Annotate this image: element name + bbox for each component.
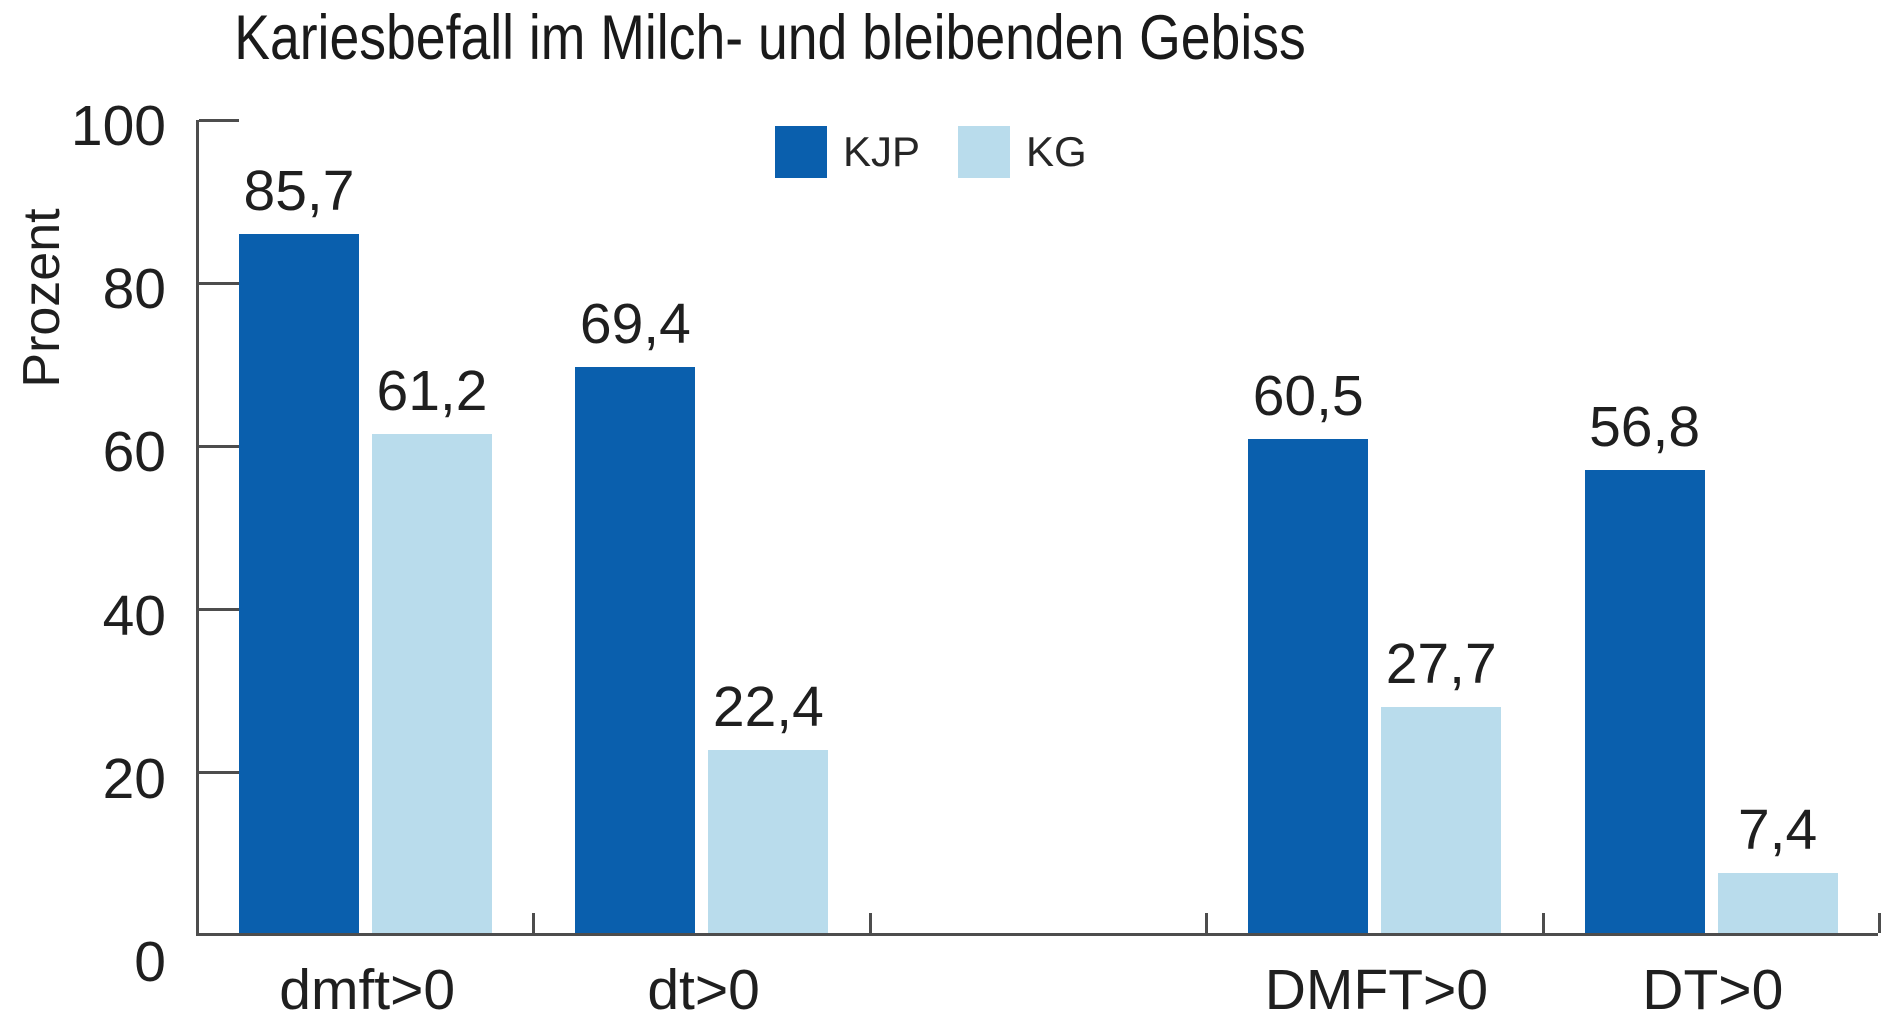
legend-item-kg: KG: [958, 126, 1087, 178]
bar-kg-DT-gt-0: [1717, 872, 1838, 933]
value-label-kg-dt-gt-0: 22,4: [712, 675, 824, 740]
x-tick-3: [1205, 913, 1208, 933]
y-tick-label-0: 0: [134, 930, 166, 994]
y-tick-label-40: 40: [102, 583, 166, 648]
category-label-dmft-gt-0: dmft>0: [279, 958, 456, 1020]
bar-kjp-DT-gt-0: [1584, 469, 1705, 933]
value-label-kg-DMFT-gt-0: 27,7: [1385, 631, 1497, 696]
x-tick-4: [1542, 913, 1545, 933]
y-tick-label-20: 20: [102, 746, 166, 811]
legend: KJP KG: [775, 126, 1087, 178]
y-tick-40: [199, 608, 239, 612]
y-tick-label-100: 100: [70, 94, 166, 158]
legend-swatch-kjp: [775, 126, 827, 178]
legend-label-kg: KG: [1026, 128, 1087, 175]
category-label-DMFT-gt-0: DMFT>0: [1264, 958, 1489, 1020]
y-tick-label-60: 60: [102, 420, 166, 485]
bar-kjp-dt-gt-0: [575, 366, 696, 933]
value-label-kjp-DT-gt-0: 56,8: [1589, 394, 1701, 459]
y-tick-20: [199, 771, 239, 775]
value-label-kjp-dt-gt-0: 69,4: [579, 291, 691, 356]
bar-kg-dt-gt-0: [708, 750, 829, 933]
y-tick-label-80: 80: [102, 257, 166, 322]
value-label-kjp-dmft-gt-0: 85,7: [243, 158, 355, 223]
bar-kg-dmft-gt-0: [372, 433, 492, 933]
y-tick-100: [199, 118, 239, 122]
bar-kg-DMFT-gt-0: [1381, 706, 1502, 933]
bar-kjp-DMFT-gt-0: [1248, 439, 1369, 933]
value-label-kg-dmft-gt-0: 61,2: [376, 358, 488, 423]
legend-swatch-kg: [958, 126, 1011, 178]
legend-item-kjp: KJP: [775, 126, 920, 178]
value-label-kjp-DMFT-gt-0: 60,5: [1252, 364, 1364, 429]
y-tick-60: [199, 444, 239, 448]
chart-title: Kariesbefall im Milch- und bleibenden Ge…: [234, 3, 1306, 73]
legend-label-kjp: KJP: [843, 128, 921, 175]
x-tick-1: [532, 913, 535, 933]
category-label-dt-gt-0: dt>0: [647, 958, 760, 1020]
x-tick-5: [1878, 913, 1881, 933]
y-tick-80: [199, 281, 239, 285]
plot-area: 85,7 61,2 dmft>0 69,4 22,4 dt>0 60,5 27,7 DMFT>0…: [196, 118, 1881, 1020]
category-label-DT-gt-0: DT>0: [1642, 958, 1784, 1020]
bar-kjp-dmft-gt-0: [239, 233, 359, 933]
value-label-kg-DT-gt-0: 7,4: [1737, 797, 1818, 862]
x-tick-2: [869, 913, 872, 933]
